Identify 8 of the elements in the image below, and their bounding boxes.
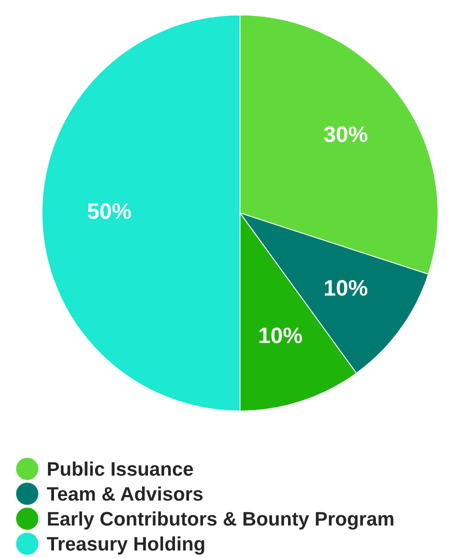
- legend-label: Early Contributors & Bounty Program: [48, 511, 394, 530]
- data-label: 30%: [324, 126, 368, 142]
- legend-label: Treasury Holding: [46, 536, 204, 555]
- legend-label: Public Issuance: [48, 462, 193, 476]
- data-label: 10%: [324, 280, 368, 296]
- legend-label: Team & Advisors: [46, 486, 203, 501]
- data-label: 10%: [260, 328, 302, 344]
- data-label: 50%: [88, 203, 131, 219]
